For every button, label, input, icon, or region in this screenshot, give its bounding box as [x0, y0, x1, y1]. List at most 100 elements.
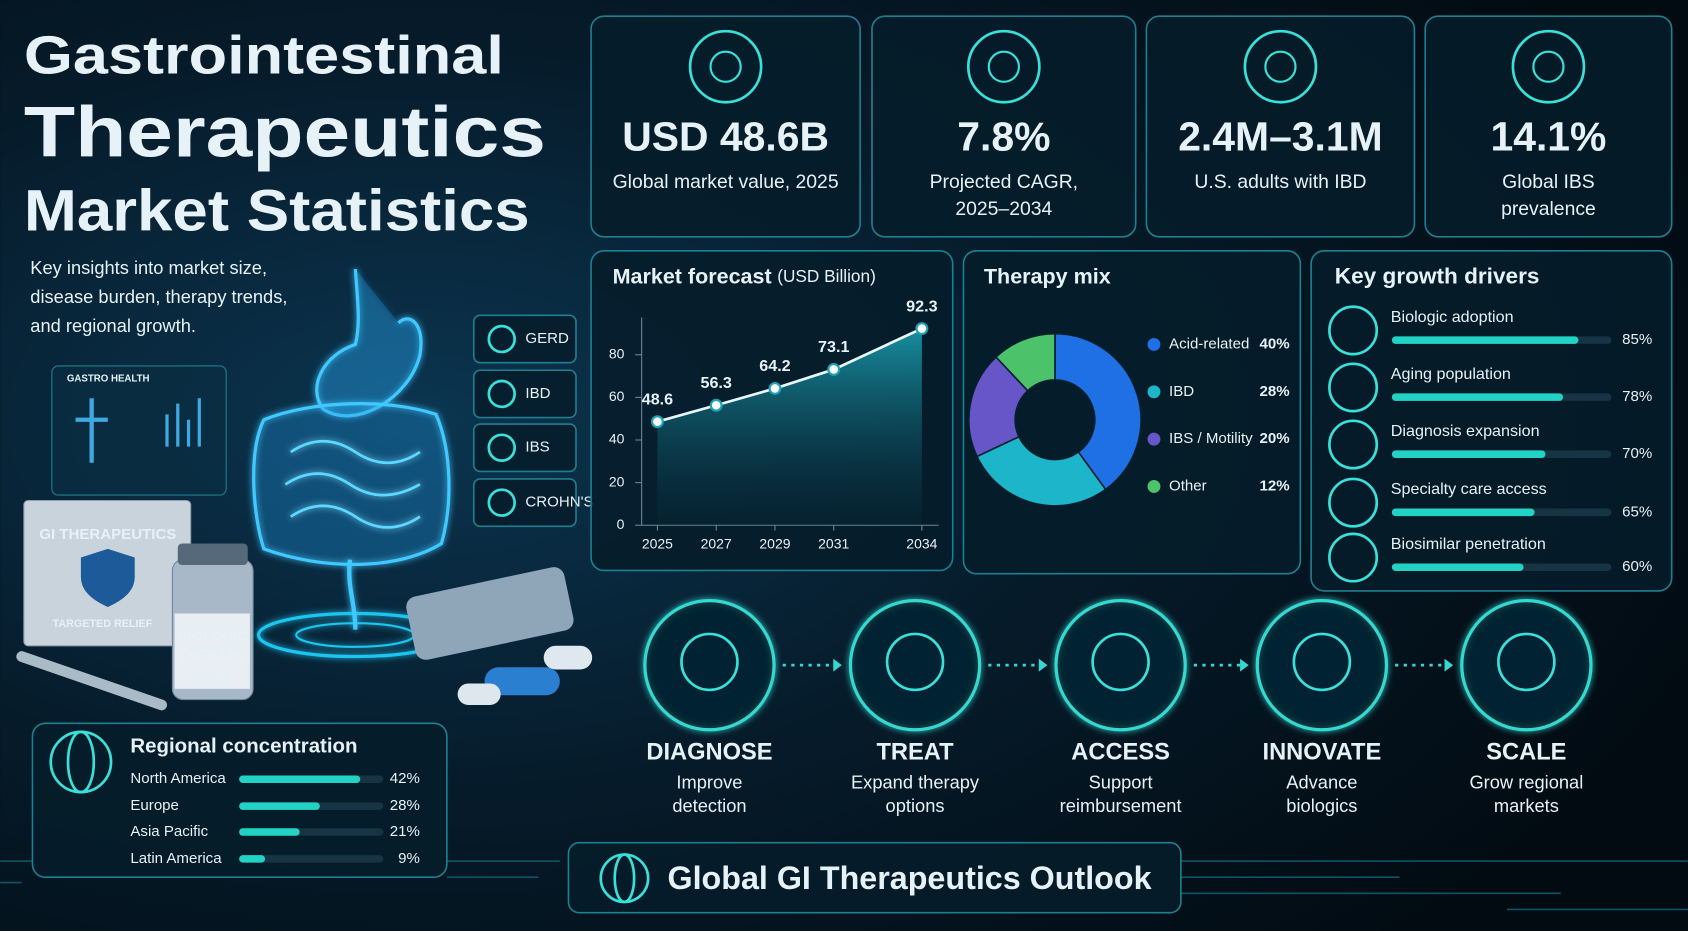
step-arrowhead [1240, 658, 1249, 672]
condition-label: IBS [525, 439, 549, 456]
value-label: 42% [390, 770, 420, 787]
step-text: Improve [676, 771, 742, 792]
bar-label: North America [130, 770, 226, 787]
vial-label: THERAPY [179, 647, 246, 663]
condition-label: GERD [525, 330, 569, 347]
vial-label: BIOLOGIC [178, 628, 247, 644]
kpi-label: Global IBS [1502, 171, 1595, 193]
kpi-icon [1511, 29, 1586, 104]
bar [1391, 563, 1524, 571]
value-label: 70% [1622, 445, 1652, 462]
step-text: biologics [1286, 795, 1357, 816]
point-label: 56.3 [700, 374, 731, 392]
chart-panel [31, 722, 448, 878]
step-arrowhead [1444, 658, 1454, 672]
kpi-label: 2025–2034 [955, 198, 1052, 220]
condition-label: IBD [525, 385, 550, 402]
driver-icon [1328, 532, 1379, 583]
point [915, 322, 929, 335]
kpi-icon-core [987, 50, 1020, 83]
step-text: markets [1494, 795, 1559, 816]
footer-panel [567, 841, 1182, 914]
point-label: 64.2 [759, 357, 790, 375]
value-label: 40% [1259, 335, 1289, 352]
bar [239, 828, 300, 836]
step-ring [1460, 598, 1593, 732]
value-label: 21% [390, 823, 420, 840]
footer-icon [613, 853, 636, 904]
legend-label: IBD [1169, 383, 1194, 400]
point [827, 362, 841, 376]
step-text: Advance [1286, 771, 1357, 792]
step-title: ACCESS [1071, 740, 1170, 766]
kpi-icon [1243, 29, 1318, 104]
driver-icon [1328, 305, 1379, 356]
bar [239, 855, 266, 863]
legend-label: Other [1169, 477, 1207, 494]
box-label: TARGETED RELIEF [53, 618, 153, 630]
kpi-value: 14.1% [1490, 114, 1606, 160]
step-ring [848, 598, 982, 732]
value-label: 78% [1622, 388, 1652, 405]
driver-icon [1328, 419, 1379, 470]
footer-title: Global GI Therapeutics Outlook [667, 860, 1151, 896]
kpi-card [871, 15, 1137, 238]
point-label: 73.1 [818, 338, 849, 356]
step-title: SCALE [1486, 740, 1566, 766]
legend-swatch [1147, 480, 1161, 493]
value-label: 12% [1259, 477, 1289, 494]
kpi-card [1424, 15, 1673, 238]
point [650, 415, 664, 429]
value-label: 28% [1259, 383, 1289, 400]
circuit-lines [0, 860, 1688, 911]
step-text: detection [672, 795, 746, 816]
point [768, 381, 782, 395]
kpi-value: USD 48.6B [622, 114, 829, 160]
kpi-card [1145, 15, 1416, 238]
x-tick-label: 2027 [701, 535, 732, 551]
kpi-value: 2.4M–3.1M [1178, 114, 1382, 160]
screen-label: GASTRO HEALTH [67, 373, 150, 384]
legend-swatch [1147, 337, 1161, 351]
point [709, 398, 723, 412]
point-label: 48.6 [642, 390, 673, 408]
value-label: 60% [1622, 558, 1652, 575]
condition-label: CROHN'S [525, 494, 593, 511]
kpi-value: 7.8% [957, 114, 1050, 160]
kpi-label: Global market value, 2025 [613, 171, 839, 193]
chart-unit: (USD Billion) [777, 266, 876, 286]
box-label: GI THERAPEUTICS [39, 526, 176, 543]
step-title: INNOVATE [1263, 740, 1382, 766]
donut-slice [994, 332, 1056, 392]
bar [1391, 393, 1564, 401]
step-icon [680, 632, 739, 692]
bar [1391, 336, 1579, 344]
subtitle: and regional growth. [30, 315, 196, 336]
kpi-icon [688, 29, 763, 104]
bar [1391, 450, 1546, 458]
legend-label: Acid-related [1169, 335, 1249, 352]
y-tick-label: 40 [609, 431, 625, 447]
globe-icon [66, 730, 96, 794]
area [657, 328, 922, 526]
bar-label: Biosimilar penetration [1391, 535, 1546, 553]
step-text: Support [1089, 771, 1153, 792]
step-ring [643, 598, 776, 732]
y-tick-label: 80 [609, 345, 625, 361]
driver-icon [1328, 477, 1379, 528]
bar-label: Biologic adoption [1391, 308, 1514, 326]
x-tick-label: 2025 [642, 535, 673, 551]
bar-label: Europe [130, 797, 179, 814]
value-label: 85% [1622, 331, 1652, 348]
value-label: 65% [1622, 503, 1652, 520]
bar [239, 775, 361, 784]
kpi-icon-core [1264, 50, 1297, 83]
chart-title: Regional concentration [130, 734, 357, 757]
x-tick-label: 2029 [759, 535, 790, 551]
condition-tiles [472, 314, 577, 528]
point-label: 92.3 [906, 297, 937, 315]
kpi-label: Projected CAGR, [930, 171, 1078, 193]
step-icon [1091, 632, 1150, 692]
step-text: Expand therapy [851, 771, 980, 792]
